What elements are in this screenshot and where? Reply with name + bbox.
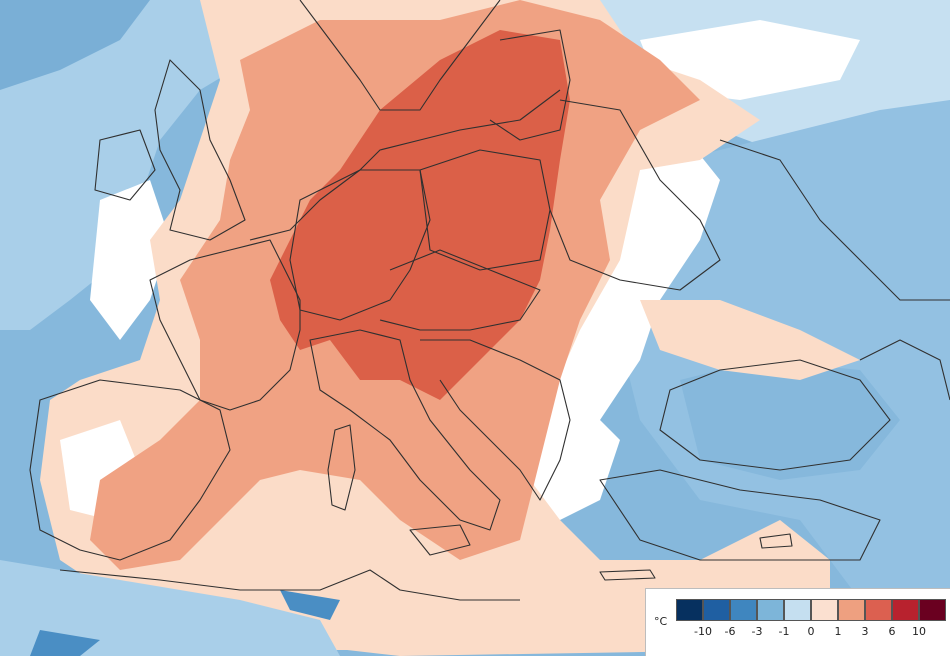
legend-tick-label: 0: [808, 625, 815, 638]
legend-tick-label: -6: [725, 625, 736, 638]
legend-swatches: [676, 599, 946, 621]
legend-swatch: [892, 599, 919, 621]
legend-ticks: -10 -6 -3 -1 0 1 3 6 10: [676, 625, 950, 641]
legend-tick-label: 1: [835, 625, 842, 638]
legend-swatch: [811, 599, 838, 621]
legend-tick-label: -1: [779, 625, 790, 638]
legend-swatch: [865, 599, 892, 621]
legend-unit: °C: [654, 615, 667, 628]
legend-swatch: [784, 599, 811, 621]
legend-tick-label: -10: [694, 625, 712, 638]
legend-swatch: [757, 599, 784, 621]
legend-tick-label: 6: [889, 625, 896, 638]
legend-tick-label: -3: [752, 625, 763, 638]
legend-swatch: [730, 599, 757, 621]
legend-swatch: [919, 599, 946, 621]
legend-tick-label: 10: [912, 625, 926, 638]
legend-swatch: [703, 599, 730, 621]
legend-swatch: [676, 599, 703, 621]
legend-swatch: [838, 599, 865, 621]
color-legend: °C -10 -6 -3 -1 0 1 3 6 10: [645, 588, 950, 656]
legend-tick-label: 3: [862, 625, 869, 638]
